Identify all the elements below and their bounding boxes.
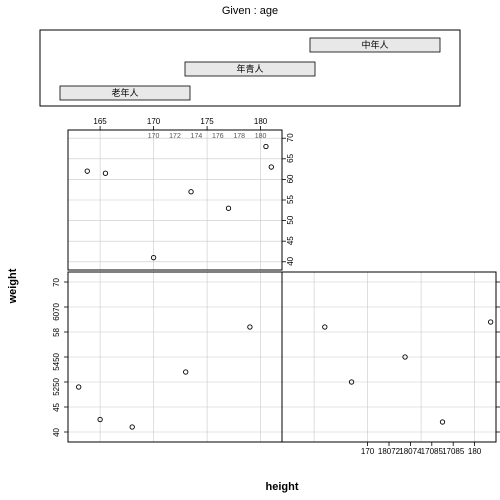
x-axis-label: height	[266, 481, 299, 493]
ytick-right-top: 50	[286, 215, 295, 224]
panel-top-point-1	[103, 171, 107, 175]
panel-bottom-right-point-3	[440, 420, 444, 424]
xtick-inner: 178	[233, 133, 245, 140]
xtick-bottom: 17085	[421, 447, 444, 456]
chart-title: Given : age	[222, 5, 278, 17]
panel-top-point-3	[189, 190, 193, 194]
given-bar-label-2: 中年人	[361, 39, 388, 50]
panel-bottom-right-point-0	[323, 325, 327, 329]
y-axis-label: weight	[7, 268, 19, 304]
xtick-top: 170	[147, 117, 161, 126]
xtick-inner: 180	[255, 133, 267, 140]
panel-top-point-5	[264, 144, 268, 148]
xtick-top: 175	[200, 117, 214, 126]
xtick-inner: 172	[169, 133, 181, 140]
ytick-left: 70	[52, 277, 61, 286]
ytick-left: 45	[52, 402, 61, 411]
panel-bottom-left-point-0	[77, 385, 81, 389]
panel-bottom-left-point-2	[130, 425, 134, 429]
panel-bottom-left-point-3	[184, 370, 188, 374]
given-bar-label-1: 年青人	[236, 63, 263, 74]
ytick-right-top: 55	[286, 195, 295, 204]
coplot-chart: Given : age 老年人 年青人 中年人 165 170 175 180 170 172 17…	[0, 0, 500, 500]
ytick-right-top: 40	[286, 256, 295, 265]
ytick-left: 5450	[52, 352, 61, 370]
ytick-right-top: 60	[286, 174, 295, 183]
xtick-bottom: 18072	[378, 447, 401, 456]
xtick-top: 165	[93, 117, 107, 126]
xtick-inner: 170	[148, 133, 160, 140]
xtick-inner: 176	[212, 133, 224, 140]
ytick-left: 40	[52, 427, 61, 436]
xtick-bottom: 17085	[442, 447, 465, 456]
panel-bottom-right-point-4	[488, 320, 492, 324]
panel-top-point-0	[85, 169, 89, 173]
ytick-left: 6070	[52, 302, 61, 320]
xtick-bottom: 18074	[399, 447, 422, 456]
xtick-inner: 174	[191, 133, 203, 140]
panel-top-point-6	[269, 165, 273, 169]
ytick-right-top: 70	[286, 133, 295, 142]
given-bar-label-0: 老年人	[111, 87, 138, 98]
xtick-bottom: 170	[361, 447, 375, 456]
ytick-right-top: 65	[286, 153, 295, 162]
xtick-bottom: 180	[468, 447, 482, 456]
ytick-right-top: 45	[286, 236, 295, 245]
xtick-top: 180	[254, 117, 268, 126]
ytick-left: 5250	[52, 377, 61, 395]
ytick-left: 58	[52, 327, 61, 336]
panel-bottom-left-point-4	[248, 325, 252, 329]
panel-top-point-4	[226, 206, 230, 210]
